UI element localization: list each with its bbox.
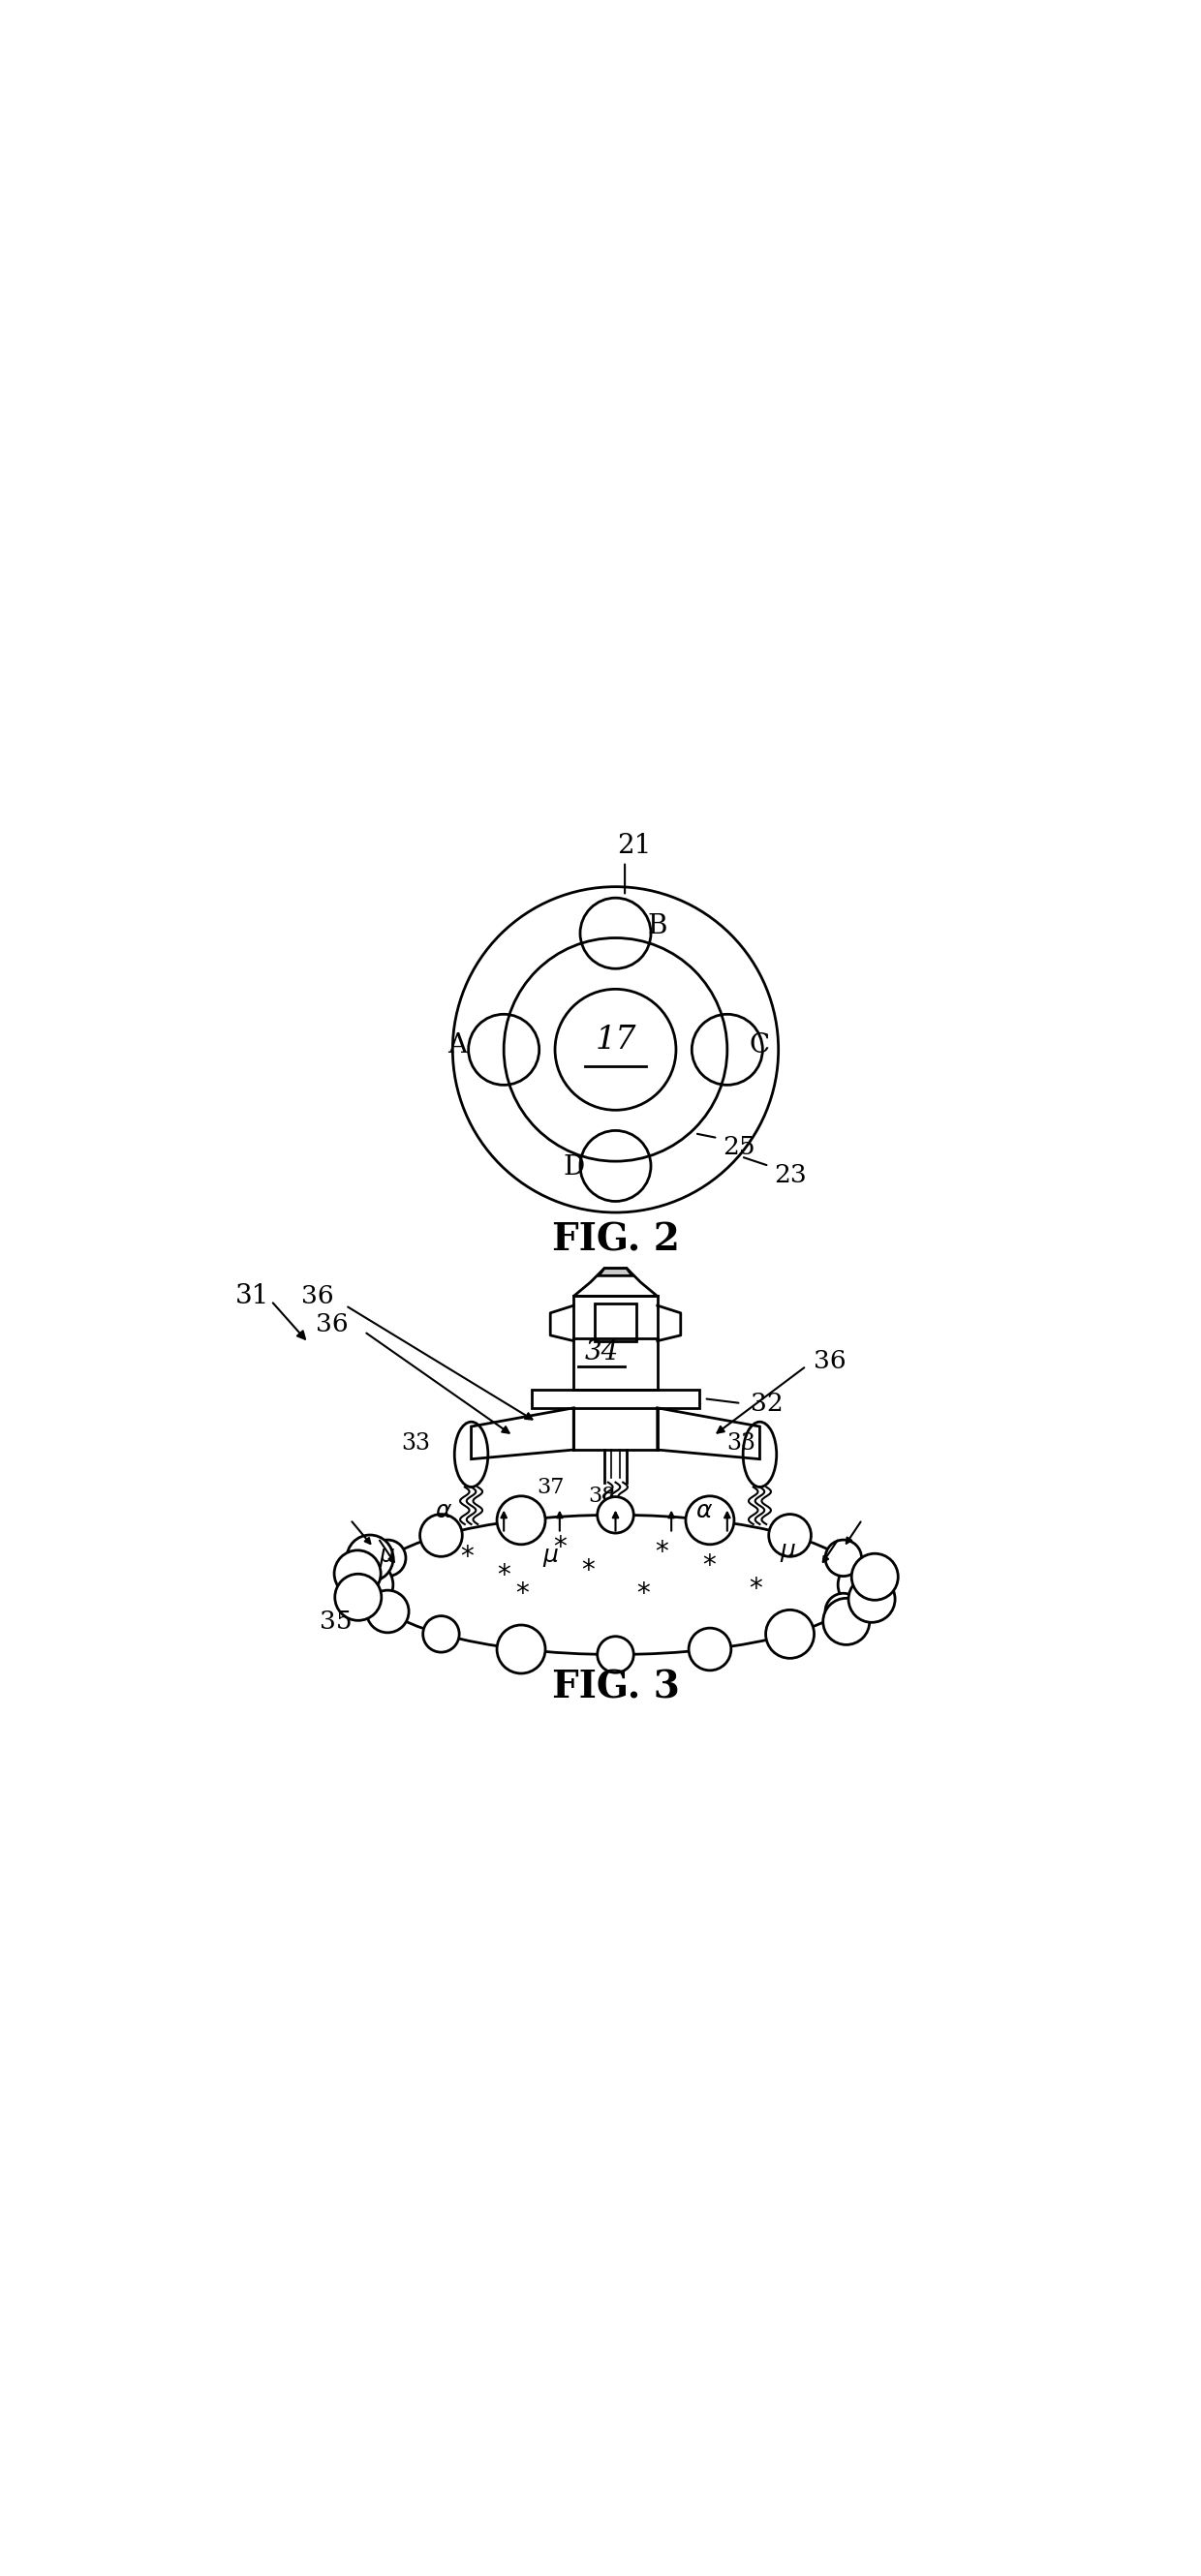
Text: C: C — [749, 1033, 770, 1059]
Circle shape — [766, 1610, 814, 1659]
Text: *: * — [552, 1533, 567, 1561]
Text: 23: 23 — [773, 1164, 806, 1188]
Text: FIG. 3: FIG. 3 — [551, 1669, 680, 1705]
Text: *: * — [656, 1538, 669, 1566]
Text: A: A — [448, 1033, 467, 1059]
Text: 32: 32 — [751, 1391, 783, 1414]
Text: $\alpha$: $\alpha$ — [695, 1499, 712, 1522]
Circle shape — [688, 1628, 731, 1669]
Circle shape — [823, 1597, 870, 1643]
Text: *: * — [701, 1553, 716, 1579]
Text: 25: 25 — [723, 1136, 755, 1159]
Polygon shape — [599, 1267, 632, 1275]
Text: 21: 21 — [617, 832, 651, 858]
Circle shape — [825, 1540, 861, 1577]
Circle shape — [366, 1589, 408, 1633]
Text: *: * — [460, 1543, 473, 1571]
Circle shape — [852, 1553, 898, 1600]
Text: *: * — [581, 1558, 594, 1584]
Text: D: D — [563, 1154, 585, 1180]
Text: *: * — [748, 1577, 761, 1602]
Circle shape — [838, 1561, 886, 1610]
Circle shape — [497, 1497, 545, 1546]
Circle shape — [334, 1551, 381, 1597]
Text: $\mu$: $\mu$ — [542, 1546, 558, 1569]
Text: FIG. 2: FIG. 2 — [551, 1221, 680, 1260]
Circle shape — [686, 1497, 734, 1546]
Circle shape — [335, 1574, 382, 1620]
Text: 36: 36 — [316, 1311, 348, 1337]
Text: $\mu$: $\mu$ — [779, 1540, 796, 1564]
Text: *: * — [637, 1582, 650, 1607]
Circle shape — [769, 1515, 811, 1556]
Ellipse shape — [369, 1515, 862, 1654]
Text: 38: 38 — [587, 1486, 615, 1507]
Text: 31: 31 — [235, 1283, 270, 1309]
Text: 35: 35 — [319, 1610, 353, 1633]
Text: $\alpha$: $\alpha$ — [435, 1499, 452, 1522]
Text: 17: 17 — [594, 1025, 637, 1056]
Text: 36: 36 — [301, 1283, 334, 1309]
Circle shape — [848, 1577, 895, 1623]
Circle shape — [597, 1497, 634, 1533]
Circle shape — [497, 1625, 545, 1674]
Text: 33: 33 — [401, 1432, 430, 1455]
Text: 36: 36 — [813, 1350, 846, 1373]
Text: 34: 34 — [585, 1340, 619, 1365]
Text: 33: 33 — [727, 1432, 755, 1455]
Circle shape — [423, 1615, 459, 1651]
Circle shape — [347, 1535, 393, 1582]
Circle shape — [597, 1636, 634, 1672]
Text: B: B — [647, 912, 668, 938]
Circle shape — [825, 1595, 861, 1631]
Text: *: * — [497, 1561, 510, 1589]
Text: $\mu$: $\mu$ — [380, 1546, 396, 1569]
Text: 37: 37 — [537, 1476, 564, 1497]
Text: *: * — [515, 1582, 530, 1607]
Circle shape — [370, 1540, 406, 1577]
Circle shape — [420, 1515, 462, 1556]
Circle shape — [345, 1561, 393, 1610]
